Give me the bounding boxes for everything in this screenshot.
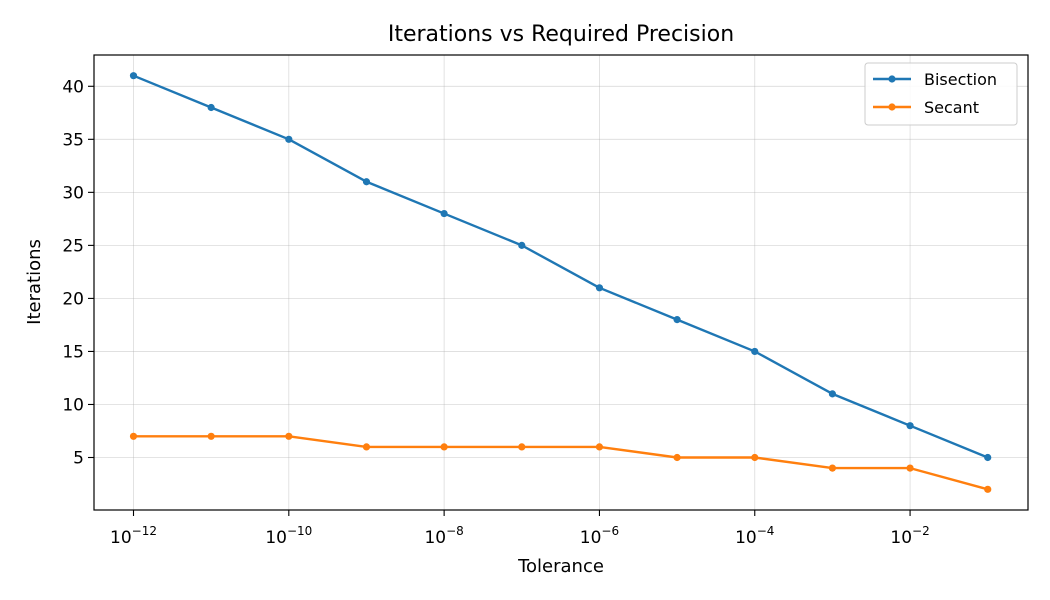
data-point-secant [285, 432, 293, 440]
y-axis-label: Iterations [24, 239, 45, 325]
legend-marker-bisection [888, 75, 896, 83]
y-tick-label: 25 [62, 236, 84, 256]
chart-title: Iterations vs Required Precision [388, 22, 734, 47]
series-secant [129, 432, 992, 493]
data-point-secant [828, 464, 837, 472]
data-point-secant [906, 464, 914, 472]
data-point-bisection [518, 241, 526, 249]
data-point-bisection [673, 316, 681, 324]
y-axis-ticks: 5 10 15 20 25 30 35 40 [62, 77, 94, 469]
data-point-bisection [285, 135, 293, 143]
legend-marker-secant [888, 103, 896, 111]
legend-label-bisection: Bisection [924, 70, 997, 89]
x-tick-label: 10−2 [890, 524, 929, 548]
x-tick-label: 10−4 [735, 524, 774, 548]
y-tick-label: 40 [62, 77, 84, 97]
data-point-secant [129, 432, 138, 440]
data-point-secant [207, 432, 215, 440]
y-tick-label: 5 [73, 449, 84, 469]
data-point-bisection [906, 422, 914, 430]
data-point-bisection [440, 209, 448, 218]
series-line-secant [133, 435, 989, 491]
x-tick-label: 10−10 [265, 524, 312, 548]
y-tick-label: 10 [62, 395, 84, 415]
y-tick-label: 35 [62, 130, 84, 150]
legend: Bisection Secant [864, 62, 1018, 126]
data-point-secant [595, 443, 604, 451]
data-point-secant [362, 443, 371, 451]
series-line-bisection [133, 74, 989, 459]
data-point-secant [673, 453, 681, 462]
data-point-secant [751, 453, 759, 462]
y-tick-label: 30 [62, 183, 84, 203]
plot-frame [93, 54, 1029, 511]
data-point-bisection [595, 284, 604, 292]
series-layer [129, 72, 992, 493]
data-point-bisection [207, 103, 215, 112]
data-point-secant [984, 485, 992, 493]
data-point-bisection [751, 347, 759, 356]
legend-label-secant: Secant [924, 98, 979, 117]
x-tick-label: 10−12 [110, 524, 157, 548]
data-point-secant [518, 443, 526, 451]
data-point-secant [440, 443, 448, 451]
x-axis-label: Tolerance [517, 556, 604, 577]
data-point-bisection [984, 453, 992, 462]
x-tick-label: 10−6 [580, 524, 619, 548]
x-tick-label: 10−8 [424, 524, 463, 548]
data-point-bisection [828, 390, 837, 398]
y-tick-label: 20 [62, 289, 84, 309]
data-point-bisection [129, 72, 138, 80]
y-tick-label: 15 [62, 342, 84, 362]
x-axis-ticks: 10−12 10−10 10−8 10−6 10−4 10−2 [110, 510, 930, 548]
series-bisection [129, 72, 992, 462]
grid [94, 55, 1028, 510]
data-point-bisection [362, 178, 371, 186]
